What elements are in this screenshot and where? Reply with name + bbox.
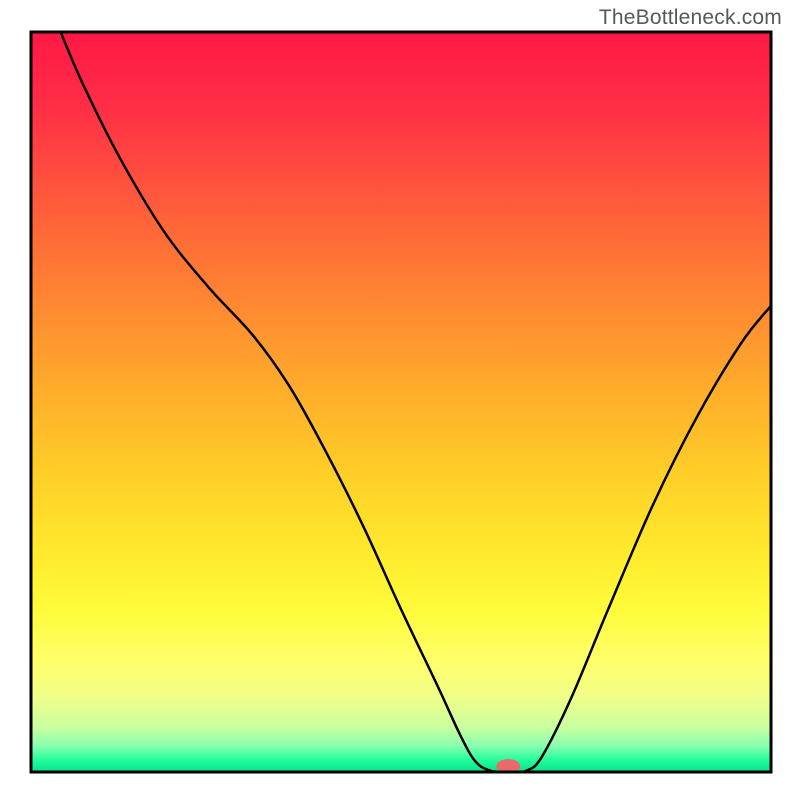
plot-gradient-background: [31, 32, 771, 772]
chart-svg: [0, 0, 800, 800]
chart-container: TheBottleneck.com: [0, 0, 800, 800]
watermark-text: TheBottleneck.com: [599, 6, 782, 30]
